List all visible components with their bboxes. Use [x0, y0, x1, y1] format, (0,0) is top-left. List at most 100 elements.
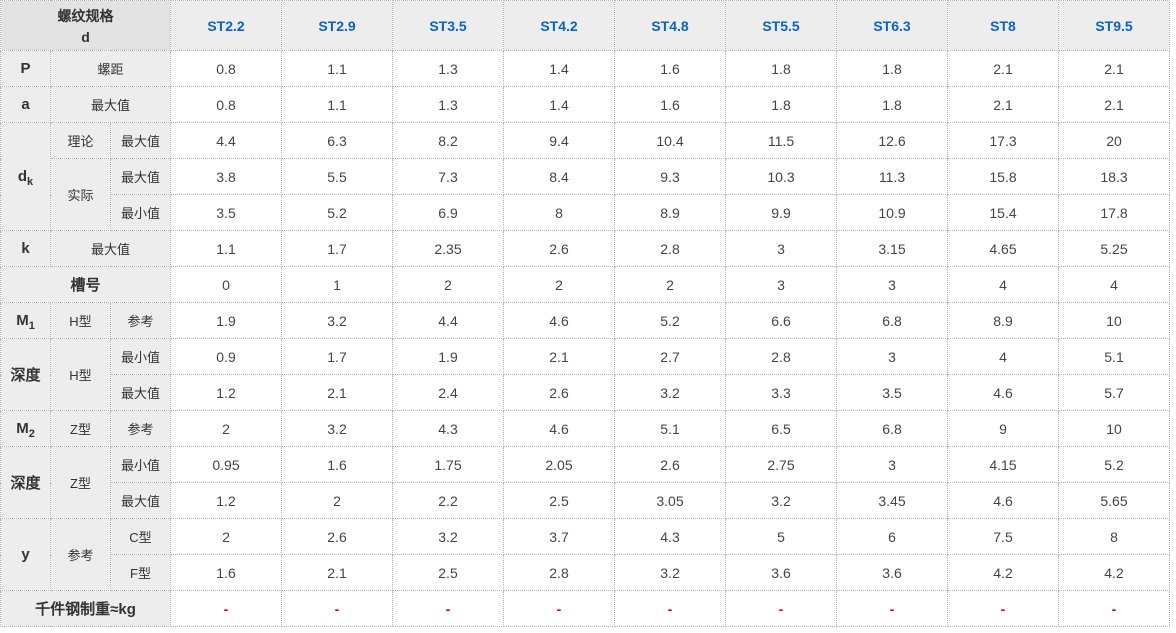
row-depth-h-min: 深度 H型 最小值 0.9 1.7 1.9 2.1 2.7 2.8 3 4 5.1: [0, 338, 1170, 411]
sub-label-y-ref: 参考: [50, 518, 111, 591]
value-cell: 1: [281, 266, 393, 303]
value-cell: 8.4: [503, 158, 615, 195]
value-cell: 3: [836, 266, 948, 303]
value-cell: 3.2: [392, 518, 504, 555]
value-cell: 3.2: [281, 410, 393, 447]
column-header: ST2.2: [170, 0, 282, 51]
value-cell: 4.6: [503, 410, 615, 447]
row-y-f: F型 1.6 2.1 2.5 2.8 3.2 3.6 3.6 4.2 4.2: [1, 554, 1170, 591]
sub-label-actual: 实际: [50, 158, 111, 231]
value-cell: 1.6: [170, 554, 282, 591]
value-cell: 0: [170, 266, 282, 303]
value-cell: 1.75: [392, 446, 504, 483]
value-cell: 7.3: [392, 158, 504, 195]
sub-label-depth-h-min: 最小值: [110, 338, 171, 375]
value-cell: 5.25: [1058, 230, 1170, 267]
value-cell: -: [392, 590, 504, 627]
row-m1-ref: M1 H型 参考 1.9 3.2 4.4 4.6 5.2 6.6 6.8 8.9 10: [0, 302, 1170, 339]
column-header: ST2.9: [281, 0, 393, 51]
value-cell: 2: [503, 266, 615, 303]
value-cell: 15.4: [947, 194, 1059, 231]
value-cell: 4.3: [614, 518, 726, 555]
row-pitch: P 螺距 0.8 1.1 1.3 1.4 1.6 1.8 1.8 2.1 2.1: [0, 50, 1170, 87]
value-cell: 0.8: [170, 86, 282, 123]
value-cell: 1.3: [392, 86, 504, 123]
value-cell: 1.9: [392, 338, 504, 375]
value-cell: 17.3: [947, 122, 1059, 159]
value-cell: 9.9: [725, 194, 837, 231]
row-depth-z-min: 深度 Z型 最小值 0.95 1.6 1.75 2.05 2.6 2.75 3 4.15 5.2: [0, 446, 1170, 519]
value-cell: 6.6: [725, 302, 837, 339]
value-cell: 6.5: [725, 410, 837, 447]
value-cell: 2.8: [614, 230, 726, 267]
value-cell: 5.65: [1058, 482, 1170, 519]
row-weight: 千件钢制重≈kg ---------: [0, 590, 1170, 627]
value-cell: 2.1: [1058, 86, 1170, 123]
corner-title: 螺纹规格: [57, 8, 114, 24]
value-cell: 10: [1058, 302, 1170, 339]
column-header: ST6.3: [836, 0, 948, 51]
value-cell: 2.4: [392, 374, 504, 411]
sub-label-a-max: 最大值: [50, 86, 171, 123]
value-cell: 3: [725, 230, 837, 267]
row-label-dk: dk: [0, 122, 51, 231]
value-cell: 4.65: [947, 230, 1059, 267]
value-cell: 0.9: [170, 338, 282, 375]
value-cell: 9.4: [503, 122, 615, 159]
row-dk-actual-min: 最小值 3.5 5.2 6.9 8 8.9 9.9 10.9 15.4 17.8: [1, 194, 1170, 231]
value-cell: 2: [170, 410, 282, 447]
value-cell: 1.6: [281, 446, 393, 483]
value-cell: 1.7: [281, 338, 393, 375]
corner-cell: 螺纹规格 d: [0, 0, 171, 51]
corner-subtitle: d: [81, 29, 90, 45]
row-label-weight: 千件钢制重≈kg: [0, 590, 171, 627]
value-cell: 4.3: [392, 410, 504, 447]
column-header: ST4.2: [503, 0, 615, 51]
value-cell: 3.2: [614, 374, 726, 411]
value-cell: 0.8: [170, 50, 282, 87]
value-cell: -: [725, 590, 837, 627]
value-cell: 5.1: [1058, 338, 1170, 375]
column-header: ST3.5: [392, 0, 504, 51]
row-y-c: y 参考 C型 2 2.6 3.2 3.7 4.3 5 6 7.5 8: [0, 518, 1170, 591]
sub-label-depth-h-max: 最大值: [110, 374, 171, 411]
value-cell: 3.05: [614, 482, 726, 519]
row-label-k: k: [0, 230, 51, 267]
sub-label-m2-ztype: Z型: [50, 410, 111, 447]
value-cell: 3.2: [614, 554, 726, 591]
value-cell: 6.8: [836, 410, 948, 447]
row-label-depth-z: 深度: [0, 446, 51, 519]
value-cell: 1.8: [725, 50, 837, 87]
value-cell: -: [614, 590, 726, 627]
column-header: ST8: [947, 0, 1059, 51]
value-cell: 18.3: [1058, 158, 1170, 195]
value-cell: 3: [836, 446, 948, 483]
value-cell: 5.2: [281, 194, 393, 231]
value-cell: 6.9: [392, 194, 504, 231]
sub-label-pitch: 螺距: [50, 50, 171, 87]
value-cell: 3.6: [725, 554, 837, 591]
value-cell: 2: [614, 266, 726, 303]
sub-label-m1-ref: 参考: [110, 302, 171, 339]
value-cell: 5.2: [614, 302, 726, 339]
value-cell: 2.5: [392, 554, 504, 591]
value-cell: 3.5: [170, 194, 282, 231]
value-cell: 1.1: [281, 50, 393, 87]
value-cell: 2.8: [725, 338, 837, 375]
value-cell: 2.75: [725, 446, 837, 483]
value-cell: 3.45: [836, 482, 948, 519]
value-cell: 2.6: [503, 374, 615, 411]
value-cell: 1.8: [836, 50, 948, 87]
value-cell: 2: [281, 482, 393, 519]
value-cell: 1.2: [170, 374, 282, 411]
column-header: ST5.5: [725, 0, 837, 51]
row-label-p: P: [0, 50, 51, 87]
value-cell: 4.2: [1058, 554, 1170, 591]
value-cell: 2.1: [281, 554, 393, 591]
row-a-max: a 最大值 0.8 1.1 1.3 1.4 1.6 1.8 1.8 2.1 2.1: [0, 86, 1170, 123]
value-cell: 1.1: [170, 230, 282, 267]
value-cell: -: [1058, 590, 1170, 627]
value-cell: 4.15: [947, 446, 1059, 483]
value-cell: 1.9: [170, 302, 282, 339]
